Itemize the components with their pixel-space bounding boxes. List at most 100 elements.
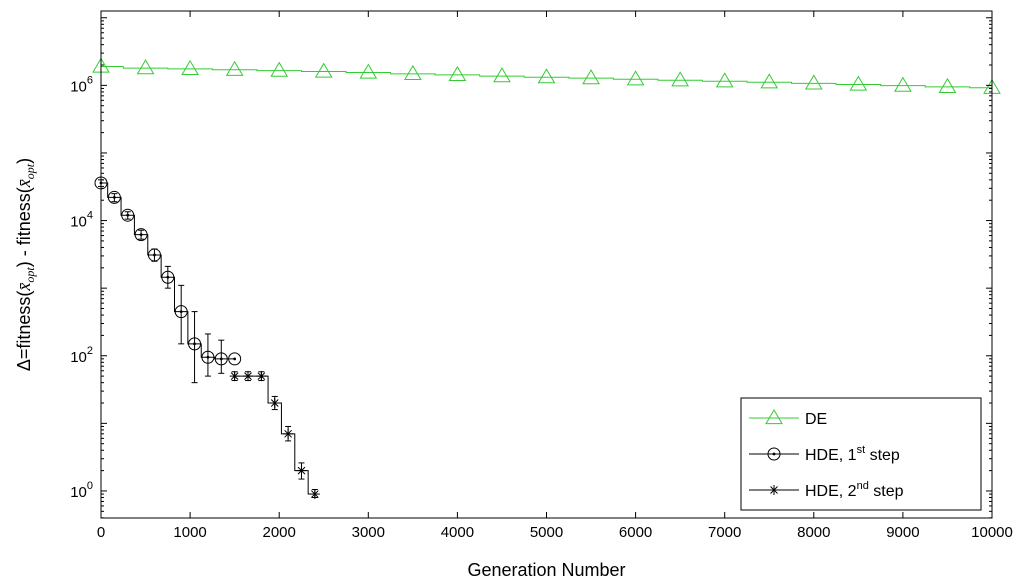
x-tick-label: 9000 [886,524,919,541]
y-axis-label: Δ=fitness(x̄opt) - fitness(x̄opt) [14,158,37,371]
data-point [626,70,645,86]
legend-marker [769,485,779,495]
circle-marker-shape [228,352,242,366]
star-marker-stroke [270,399,279,407]
data-point [214,352,228,366]
data-point [107,190,121,204]
x-tick-label: 6000 [619,524,652,541]
circle-marker-dot [193,342,196,346]
y-tick-exponent: 0 [87,480,93,492]
data-point [270,61,289,77]
data-point [849,75,868,91]
data-point [174,305,188,319]
data-point [134,228,148,242]
legend: DE HDE, 1st step HDE, 2nd step [740,397,982,511]
triangle-marker-shape [760,73,779,89]
star-marker-stroke [244,372,252,380]
circle-marker-shape [161,270,175,284]
error-bar [204,333,211,377]
data-point [493,67,511,83]
x-tick-label: 10000 [971,524,1013,541]
legend-item: HDE, 1st step [749,444,900,464]
x-tick-label: 3000 [352,524,385,541]
star-marker-stroke [770,486,778,494]
triangle-marker-shape [715,72,734,88]
data-point [938,77,957,93]
circle-marker-dot [126,213,130,217]
circle-marker-shape [134,228,148,242]
star-marker-stroke [230,372,239,380]
y-tick-base: 10 [70,349,87,366]
data-point [314,62,333,78]
triangle-marker-shape [359,63,378,79]
data-point [136,59,155,75]
data-point [225,60,244,76]
data-point [804,74,823,90]
data-point [161,270,175,284]
circle-marker-dot [219,357,223,361]
legend-label-sup: st [857,444,866,456]
data-point [269,398,280,409]
triangle-marker-shape [804,74,823,90]
y-tick-exponent: 2 [87,345,93,357]
error-bar [218,339,225,374]
x-axis-label: Generation Number [467,560,625,580]
ylabel-var: x̄ [14,282,34,291]
triangle-marker-shape [225,60,244,76]
legend-label-prefix: HDE, 1 [805,447,857,464]
x-tick-label: 5000 [530,524,563,541]
circle-marker-dot [772,452,776,456]
legend-marker [767,447,781,461]
triangle-marker-shape [314,62,333,78]
legend-label: HDE, 2nd step [805,480,904,500]
triangle-marker-shape [626,70,645,86]
triangle-marker-shape [582,69,600,85]
data-point [448,65,467,81]
triangle-marker-shape [671,71,690,87]
legend-label: DE [805,411,827,428]
circle-marker-shape [174,305,188,319]
legend-item: HDE, 2nd step [749,480,904,500]
circle-marker-dot [233,357,237,361]
circle-marker-dot [153,253,156,257]
legend-label-prefix: HDE, 2 [805,483,857,500]
legend-item: DE [749,409,827,428]
circle-marker-dot [206,355,210,359]
data-point [228,352,242,366]
circle-marker-shape [188,337,202,351]
circle-marker-dot [112,196,116,199]
circle-marker-shape [147,248,161,262]
circle-marker-shape [201,350,215,364]
data-point [147,248,161,262]
ylabel-prefix: Δ=fitness( [14,291,34,372]
triangle-marker-shape [938,77,957,93]
ticks-layer: 0 1000 2000 3000 4000 5000 6000 7000 8000 9000 100… [70,11,1013,541]
legend-label-suffix: step [865,447,900,464]
triangle-marker-shape [765,409,783,425]
circle-marker-shape [214,352,228,366]
y-tick-label: 100 [70,480,93,501]
triangle-marker-shape [181,59,199,76]
circle-marker-dot [179,310,183,314]
circle-marker-shape [767,447,781,461]
y-tick-base: 10 [70,78,87,95]
data-point [309,489,320,500]
data-point [121,208,135,222]
data-point [537,68,556,84]
circle-marker-shape [121,208,135,222]
ylabel-var2: x̄ [14,179,34,188]
legend-label-sup: nd [857,480,869,492]
data-point [243,371,254,382]
ylabel-sub: opt [23,267,37,283]
triangle-marker-shape [448,65,467,81]
star-marker-stroke [284,429,292,438]
x-tick-label: 1000 [173,524,206,541]
x-tick-label: 0 [97,524,105,541]
data-point [894,76,912,92]
circle-marker-shape [107,190,121,204]
legend-marker [765,409,783,425]
data-point [188,337,202,351]
series-layer [92,57,1001,500]
